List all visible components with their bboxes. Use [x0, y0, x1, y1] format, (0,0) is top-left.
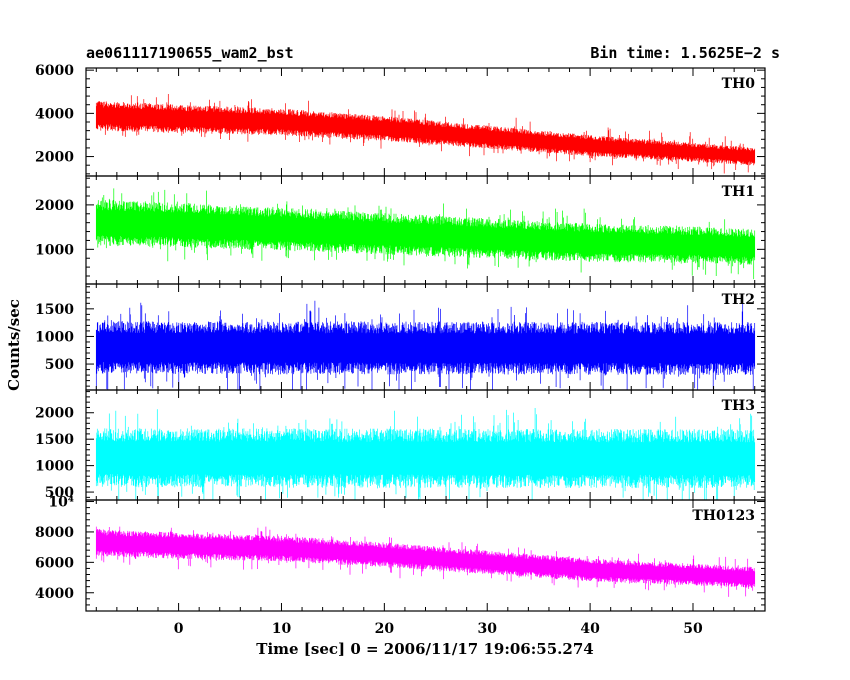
- x-tick-label: 50: [683, 621, 703, 637]
- panels-group: 200040006000TH010002000TH150010001500TH2…: [35, 63, 766, 637]
- panel-th3: 500 1000 1500 2000 TH3: [35, 389, 766, 501]
- panel-th1: 1000 2000 TH1: [35, 175, 766, 285]
- x-tick-label: 20: [375, 621, 395, 637]
- y-axis-label: Counts/sec: [5, 299, 23, 391]
- bin-time-label: Bin time: 1.5625E−2 s: [590, 44, 780, 62]
- series-th0: [95, 94, 756, 174]
- panel-label-th0: TH0: [722, 76, 756, 92]
- chart-title: ae061117190655_wam2_bst: [86, 44, 294, 62]
- panel-label-th2: TH2: [722, 292, 755, 308]
- y-tick-label: 1500: [35, 302, 74, 318]
- x-tick-label: 0: [174, 621, 184, 637]
- y-tick-label: 1000: [35, 459, 74, 475]
- series-th1: [95, 188, 756, 280]
- series-th0123: [95, 526, 756, 597]
- y-tick-label: 500: [45, 485, 74, 501]
- y-tick-label: 6000: [35, 555, 74, 571]
- y-tick-label: 10⁴: [48, 495, 74, 511]
- y-tick-label: 500: [45, 357, 74, 373]
- y-tick-label: 4000: [35, 586, 74, 602]
- y-tick-label: 2000: [35, 150, 74, 166]
- x-axis-label: Time [sec] 0 = 2006/11/17 19:06:55.274: [256, 640, 593, 658]
- x-tick-label: 40: [580, 621, 600, 637]
- panel-th0123: 4000 6000 8000 10⁴ TH0123 0 10 20 30 40 50: [35, 495, 766, 637]
- y-tick-label: 1500: [35, 432, 74, 448]
- series-th2: [95, 300, 756, 390]
- x-tick-label: 30: [477, 621, 497, 637]
- y-tick-label: 1000: [35, 242, 74, 258]
- panel-th2: 500 1000 1500 TH2: [35, 283, 766, 391]
- panel-th0: 2000 4000 6000 TH0: [35, 63, 766, 177]
- panel-label-th1: TH1: [722, 184, 755, 200]
- panel-label-th3: TH3: [722, 398, 755, 414]
- panel-label-th0123: TH0123: [692, 508, 755, 524]
- y-tick-label: 8000: [35, 525, 74, 541]
- y-tick-label: 6000: [35, 63, 74, 79]
- y-tick-label: 2000: [35, 406, 74, 422]
- y-tick-label: 4000: [35, 106, 74, 122]
- x-tick-label: 10: [272, 621, 292, 637]
- y-tick-label: 1000: [35, 329, 74, 345]
- y-tick-label: 2000: [35, 198, 74, 214]
- series-th3: [95, 408, 756, 500]
